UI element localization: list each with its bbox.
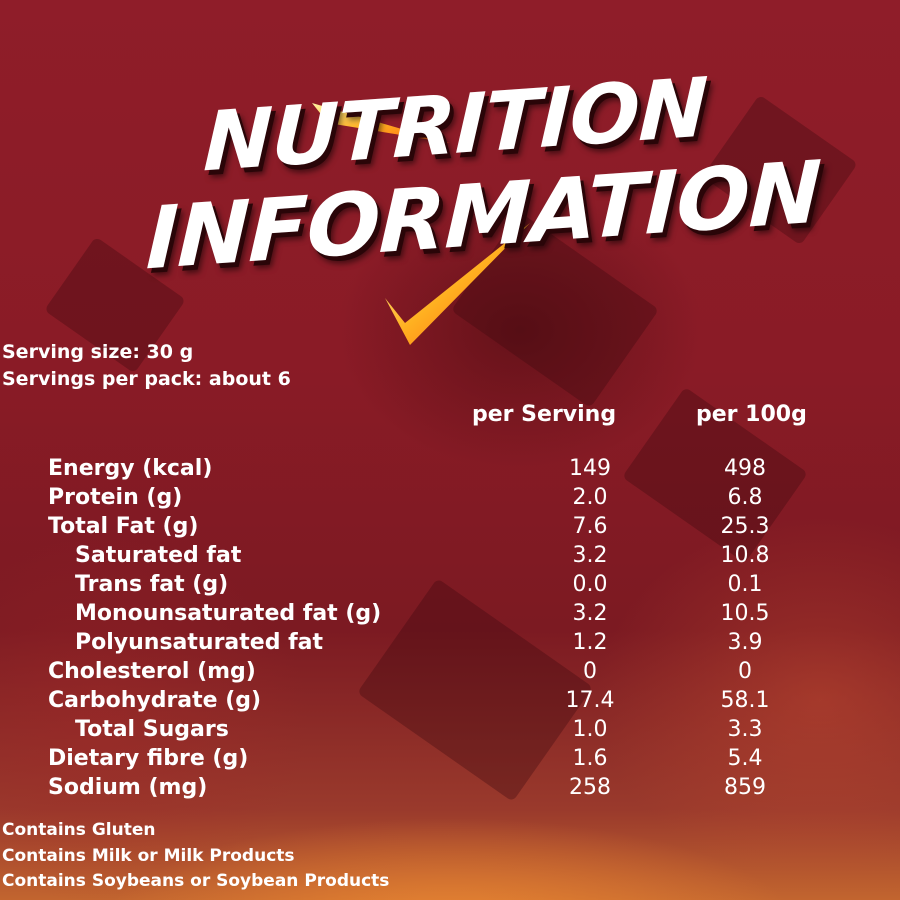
- nutrient-row: Dietary fibre (g) 1.6 5.4: [48, 744, 825, 773]
- nutrient-per-100g: 10.8: [720, 543, 770, 568]
- nutrition-table: Energy (kcal) 149 498 Protein (g) 2.0 6.8 Tota…: [48, 454, 825, 802]
- nutrient-per-100g: 3.3: [727, 717, 763, 742]
- nutrient-row: Monounsaturated fat (g) 3.2 10.5: [48, 599, 825, 628]
- nutrient-label: Cholesterol (mg): [48, 659, 256, 684]
- nutrient-per-100g: 3.9: [727, 630, 763, 655]
- nutrient-row: Cholesterol (mg) 0 0: [48, 657, 825, 686]
- checkmark-icon: [312, 103, 530, 345]
- nutrient-per-serving: 0.0: [572, 572, 608, 597]
- allergen-line: Contains Milk or Milk Products: [2, 846, 295, 866]
- nutrient-label: Monounsaturated fat (g): [75, 601, 382, 626]
- nutrient-row: Polyunsaturated fat 1.2 3.9: [48, 628, 825, 657]
- nutrient-per-serving: 1.6: [572, 746, 608, 771]
- nutrient-row: Saturated fat 3.2 10.8: [48, 541, 825, 570]
- nutrient-row: Total Sugars 1.0 3.3: [48, 715, 825, 744]
- nutrient-per-100g: 10.5: [720, 601, 770, 626]
- nutrient-per-100g: 0: [738, 659, 752, 684]
- column-header-per-100g: per 100g: [696, 402, 807, 427]
- nutrient-per-100g: 859: [724, 775, 766, 800]
- nutrient-per-serving: 1.0: [572, 717, 608, 742]
- nutrient-per-serving: 0: [583, 659, 597, 684]
- nutrient-label: Carbohydrate (g): [48, 688, 262, 713]
- nutrient-row: Trans fat (g) 0.0 0.1: [48, 570, 825, 599]
- nutrient-per-serving: 258: [569, 775, 611, 800]
- nutrient-label: Sodium (mg): [48, 775, 208, 800]
- nutrient-row: Protein (g) 2.0 6.8: [48, 483, 825, 512]
- nutrient-row: Total Fat (g) 7.6 25.3: [48, 512, 825, 541]
- nutrient-per-serving: 2.0: [572, 485, 608, 510]
- nutrient-label: Dietary fibre (g): [48, 746, 249, 771]
- nutrient-per-serving: 7.6: [572, 514, 608, 539]
- title-banner: NUTRITION INFORMATION: [0, 38, 900, 345]
- nutrient-row: Carbohydrate (g) 17.4 58.1: [48, 686, 825, 715]
- nutrient-per-serving: 1.2: [572, 630, 608, 655]
- nutrient-label: Energy (kcal): [48, 456, 213, 481]
- serving-size: Serving size: 30 g: [2, 341, 194, 363]
- nutrient-label: Saturated fat: [75, 543, 242, 568]
- nutrient-per-100g: 0.1: [727, 572, 763, 597]
- nutrient-label: Total Sugars: [75, 717, 229, 742]
- nutrient-row: Energy (kcal) 149 498: [48, 454, 825, 483]
- nutrient-per-100g: 6.8: [727, 485, 763, 510]
- nutrient-label: Protein (g): [48, 485, 183, 510]
- nutrient-per-serving: 3.2: [572, 601, 608, 626]
- allergen-line: Contains Soybeans or Soybean Products: [2, 871, 390, 891]
- servings-per-pack: Servings per pack: about 6: [2, 368, 291, 390]
- nutrient-per-serving: 149: [569, 456, 611, 481]
- allergen-line: Contains Gluten: [2, 820, 156, 840]
- nutrient-row: Sodium (mg) 258 859: [48, 773, 825, 802]
- column-header-per-serving: per Serving: [472, 402, 617, 427]
- nutrient-per-serving: 3.2: [572, 543, 608, 568]
- nutrient-label: Total Fat (g): [48, 514, 199, 539]
- nutrient-per-serving: 17.4: [565, 688, 615, 713]
- nutrient-per-100g: 5.4: [727, 746, 763, 771]
- nutrient-per-100g: 25.3: [720, 514, 770, 539]
- nutrient-per-100g: 58.1: [720, 688, 770, 713]
- nutrient-per-100g: 498: [724, 456, 766, 481]
- nutrient-label: Polyunsaturated fat: [75, 630, 324, 655]
- nutrient-label: Trans fat (g): [75, 572, 229, 597]
